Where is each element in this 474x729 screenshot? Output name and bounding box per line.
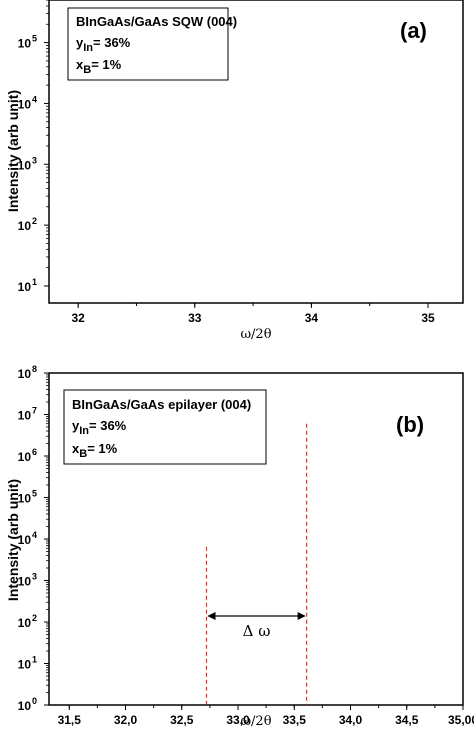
panel-b-xlabel: ω/2θ xyxy=(240,714,271,729)
panel-a-ytick-exponent: 3 xyxy=(32,155,37,165)
panel-b-xtick-label: 32,0 xyxy=(114,713,138,727)
panel-b: 31,532,032,533,033,534,034,535,001001011… xyxy=(5,364,474,729)
panel-a-legend-line3: xB= 1% xyxy=(76,57,122,76)
panel-a-ytick-label: 10 xyxy=(18,37,32,51)
panel-a-ytick-label: 10 xyxy=(18,97,32,111)
panel-a-ytick-exponent: 4 xyxy=(32,94,37,104)
panel-a-ytick-label: 10 xyxy=(18,280,32,294)
panel-b-ytick-label: 10 xyxy=(18,658,32,672)
panel-b-ytick-label: 10 xyxy=(18,450,32,464)
panel-b-xtick-label: 35,00 xyxy=(448,713,474,727)
panel-b-legend-line3: xB= 1% xyxy=(72,441,118,460)
delta-omega-arrowhead-right xyxy=(297,612,306,620)
panel-b-ytick-label: 10 xyxy=(18,533,32,547)
panel-b-ytick-exponent: 7 xyxy=(32,406,37,416)
panel-b-xtick-label: 34,5 xyxy=(395,713,419,727)
panel-a-ylabel: Intensity (arb unit) xyxy=(5,90,21,212)
panel-a-xtick-label: 34 xyxy=(305,311,319,325)
delta-omega-arrow xyxy=(207,612,306,620)
panel-b-ytick-label: 10 xyxy=(18,575,32,589)
panel-b-ytick-exponent: 4 xyxy=(32,530,37,540)
panel-b-axes: 31,532,032,533,033,534,034,535,001001011… xyxy=(18,364,474,727)
panel-a-label: (a) xyxy=(400,18,427,43)
panel-a-ytick-label: 10 xyxy=(18,158,32,172)
panel-a-xtick-label: 32 xyxy=(71,311,85,325)
panel-b-xtick-label: 31,5 xyxy=(58,713,82,727)
panel-b-ytick-exponent: 5 xyxy=(32,489,37,499)
panel-b-ytick-label: 10 xyxy=(18,492,32,506)
panel-a-frame xyxy=(48,0,464,304)
panel-b-xtick-label: 33,0 xyxy=(226,713,250,727)
panel-a-xtick-label: 35 xyxy=(421,311,435,325)
panel-b-ytick-exponent: 0 xyxy=(32,696,37,706)
panel-b-ylabel: Intensity (arb unit) xyxy=(5,479,21,601)
panel-b-ytick-exponent: 3 xyxy=(32,572,37,582)
panel-b-ytick-label: 10 xyxy=(18,367,32,381)
panel-b-ytick-exponent: 8 xyxy=(32,364,37,374)
panel-b-xtick-label: 33,5 xyxy=(283,713,307,727)
panel-b-legend-box xyxy=(63,389,267,465)
panel-b-label: (b) xyxy=(396,412,424,437)
panel-a-legend-line2: yIn= 36% xyxy=(76,35,131,54)
panel-a-xlabel: ω/2θ xyxy=(240,327,271,342)
panel-b-ytick-exponent: 2 xyxy=(32,613,37,623)
panel-b-ytick-exponent: 1 xyxy=(32,655,37,665)
panel-a-ytick-label: 10 xyxy=(18,219,32,233)
panel-b-legend-line1: BInGaAs/GaAs epilayer (004) xyxy=(72,397,251,412)
panel-a-xtick-label: 33 xyxy=(188,311,202,325)
panel-b-ytick-label: 10 xyxy=(18,616,32,630)
panel-b-ytick-label: 10 xyxy=(18,409,32,423)
panel-b-ytick-label: 10 xyxy=(18,699,32,713)
panel-b-ytick-exponent: 6 xyxy=(32,447,37,457)
panel-b-legend-line2: yIn= 36% xyxy=(72,418,127,437)
delta-omega-label: Δ ω xyxy=(243,622,271,640)
delta-omega-arrowhead-left xyxy=(207,612,216,620)
panel-b-xtick-label: 34,0 xyxy=(339,713,363,727)
panel-a-ytick-exponent: 1 xyxy=(32,277,37,287)
panel-b-xtick-label: 32,5 xyxy=(170,713,194,727)
panel-a-legend-box xyxy=(67,7,229,81)
panel-a-ytick-exponent: 5 xyxy=(32,34,37,44)
panel-a-ytick-exponent: 2 xyxy=(32,216,37,226)
panel-a-legend-line1: BInGaAs/GaAs SQW (004) xyxy=(76,14,237,29)
